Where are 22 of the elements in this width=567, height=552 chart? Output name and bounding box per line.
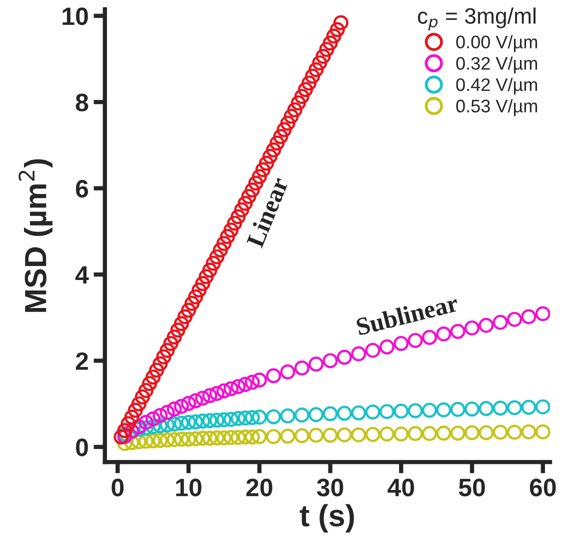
x-tick-label: 40 <box>388 478 414 496</box>
legend-label: 0.53 V/µm <box>456 99 538 116</box>
legend-label: 0.32 V/µm <box>456 56 538 74</box>
legend-label: 0.00 V/µm <box>456 35 538 52</box>
y-tick-label: 10 <box>62 7 88 26</box>
x-tick-label: 30 <box>316 478 344 496</box>
y-tick-label: 2 <box>76 352 88 370</box>
y-tick-label: 0 <box>76 438 88 456</box>
x-tick-label: 60 <box>530 478 556 496</box>
annotation: Sublinear <box>356 294 460 336</box>
x-tick-label: 50 <box>458 478 485 496</box>
y-tick-label: 8 <box>76 94 88 112</box>
x-tick-label: 0 <box>112 478 124 496</box>
legend-label: 0.42 V/µm <box>456 78 538 95</box>
y-axis-title: MSD (µm$^{2}$) <box>18 159 52 312</box>
x-tick-label: 10 <box>176 478 202 496</box>
y-tick-label: 4 <box>75 266 89 284</box>
x-axis-title: t (s) <box>300 504 354 533</box>
x-tick-label: 20 <box>246 478 272 496</box>
annotation: Linear <box>246 176 289 248</box>
legend-title: c$_{p}$ = 3mg/ml <box>418 8 536 31</box>
y-tick-label: 6 <box>76 180 88 198</box>
